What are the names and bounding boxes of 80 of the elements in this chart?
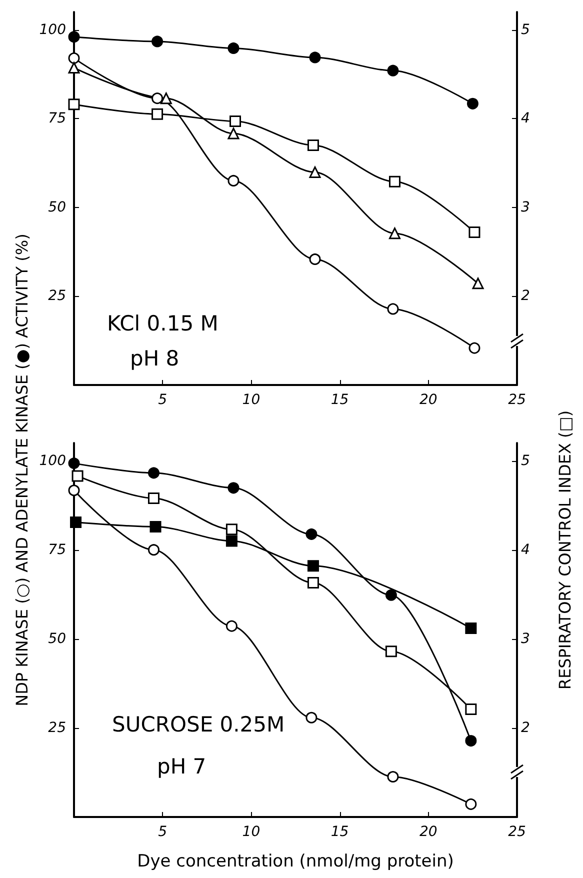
y-tick-label: 50 [48,630,66,647]
annotation: SUCROSE 0.25M [112,712,285,736]
point [152,108,164,120]
point [226,620,238,632]
point [148,544,160,556]
point [228,482,240,494]
x-tick-label: 5 [158,824,168,840]
y2-tick-label: 3 [521,199,530,216]
y-axis-title: NDP KINASE (○) AND ADENYLATE KINASE (●) ACTIVITY (%) [12,234,32,706]
point [309,52,321,64]
x-tick-label: 10 [242,824,260,840]
point [306,528,318,540]
point [466,98,478,110]
x-tick-label: 15 [330,824,349,840]
point [68,484,80,496]
annotation: KCl 0.15 M [107,312,218,336]
point [307,139,319,151]
point [385,589,397,601]
y-tick-label: 75 [48,110,66,127]
point [228,128,240,140]
point [68,98,80,110]
point [152,92,164,104]
point [385,646,397,658]
y-tick-label: 25 [48,720,66,736]
point [228,42,240,54]
x-tick-label: 25 [508,392,526,408]
point [468,342,480,354]
x-tick-label: 5 [158,392,168,408]
x-tick-label: 20 [419,392,438,408]
point [307,577,319,589]
point [68,458,80,470]
x-tick-label: 10 [242,392,260,408]
point [228,174,240,186]
point [70,516,82,528]
point [387,771,399,782]
point [68,62,80,74]
point [226,524,238,536]
point [307,560,319,572]
point [152,36,164,48]
y-tick-label: 50 [48,199,66,216]
annotation: pH 7 [157,754,206,778]
point [465,704,477,715]
y-tick-label: 25 [48,288,66,304]
x-tick-label: 25 [508,824,526,840]
y2-tick-label: 2 [521,288,530,304]
y2-tick-label: 5 [521,452,530,469]
point [465,622,477,634]
point [388,228,400,240]
point [148,467,160,479]
point [468,226,480,238]
y-tick-label: 100 [39,452,66,469]
point [387,64,399,76]
point [306,712,318,724]
point [148,492,160,504]
y-tick-label: 75 [48,542,66,558]
point [72,470,84,482]
y2-tick-label: 4 [521,110,530,127]
point [309,166,321,178]
x-axis-title: Dye concentration (nmol/mg protein) [137,852,454,872]
point [388,176,400,188]
x-tick-label: 20 [419,824,438,840]
y2-axis-title: RESPIRATORY CONTROL INDEX (□) [556,410,574,690]
point [230,115,241,127]
annotation: pH 8 [130,346,180,370]
point [387,303,399,315]
point [68,52,80,64]
y2-tick-label: 4 [521,542,530,558]
y2-tick-label: 3 [521,630,530,647]
point [465,798,477,810]
point [472,278,484,290]
point [226,535,238,547]
y2-tick-label: 5 [521,22,530,38]
point [465,735,477,747]
point [160,92,172,104]
y2-tick-label: 2 [521,720,530,736]
y-tick-label: 100 [39,22,66,38]
x-tick-label: 15 [330,392,349,408]
point [150,520,162,532]
point [68,31,80,43]
point [309,254,321,265]
